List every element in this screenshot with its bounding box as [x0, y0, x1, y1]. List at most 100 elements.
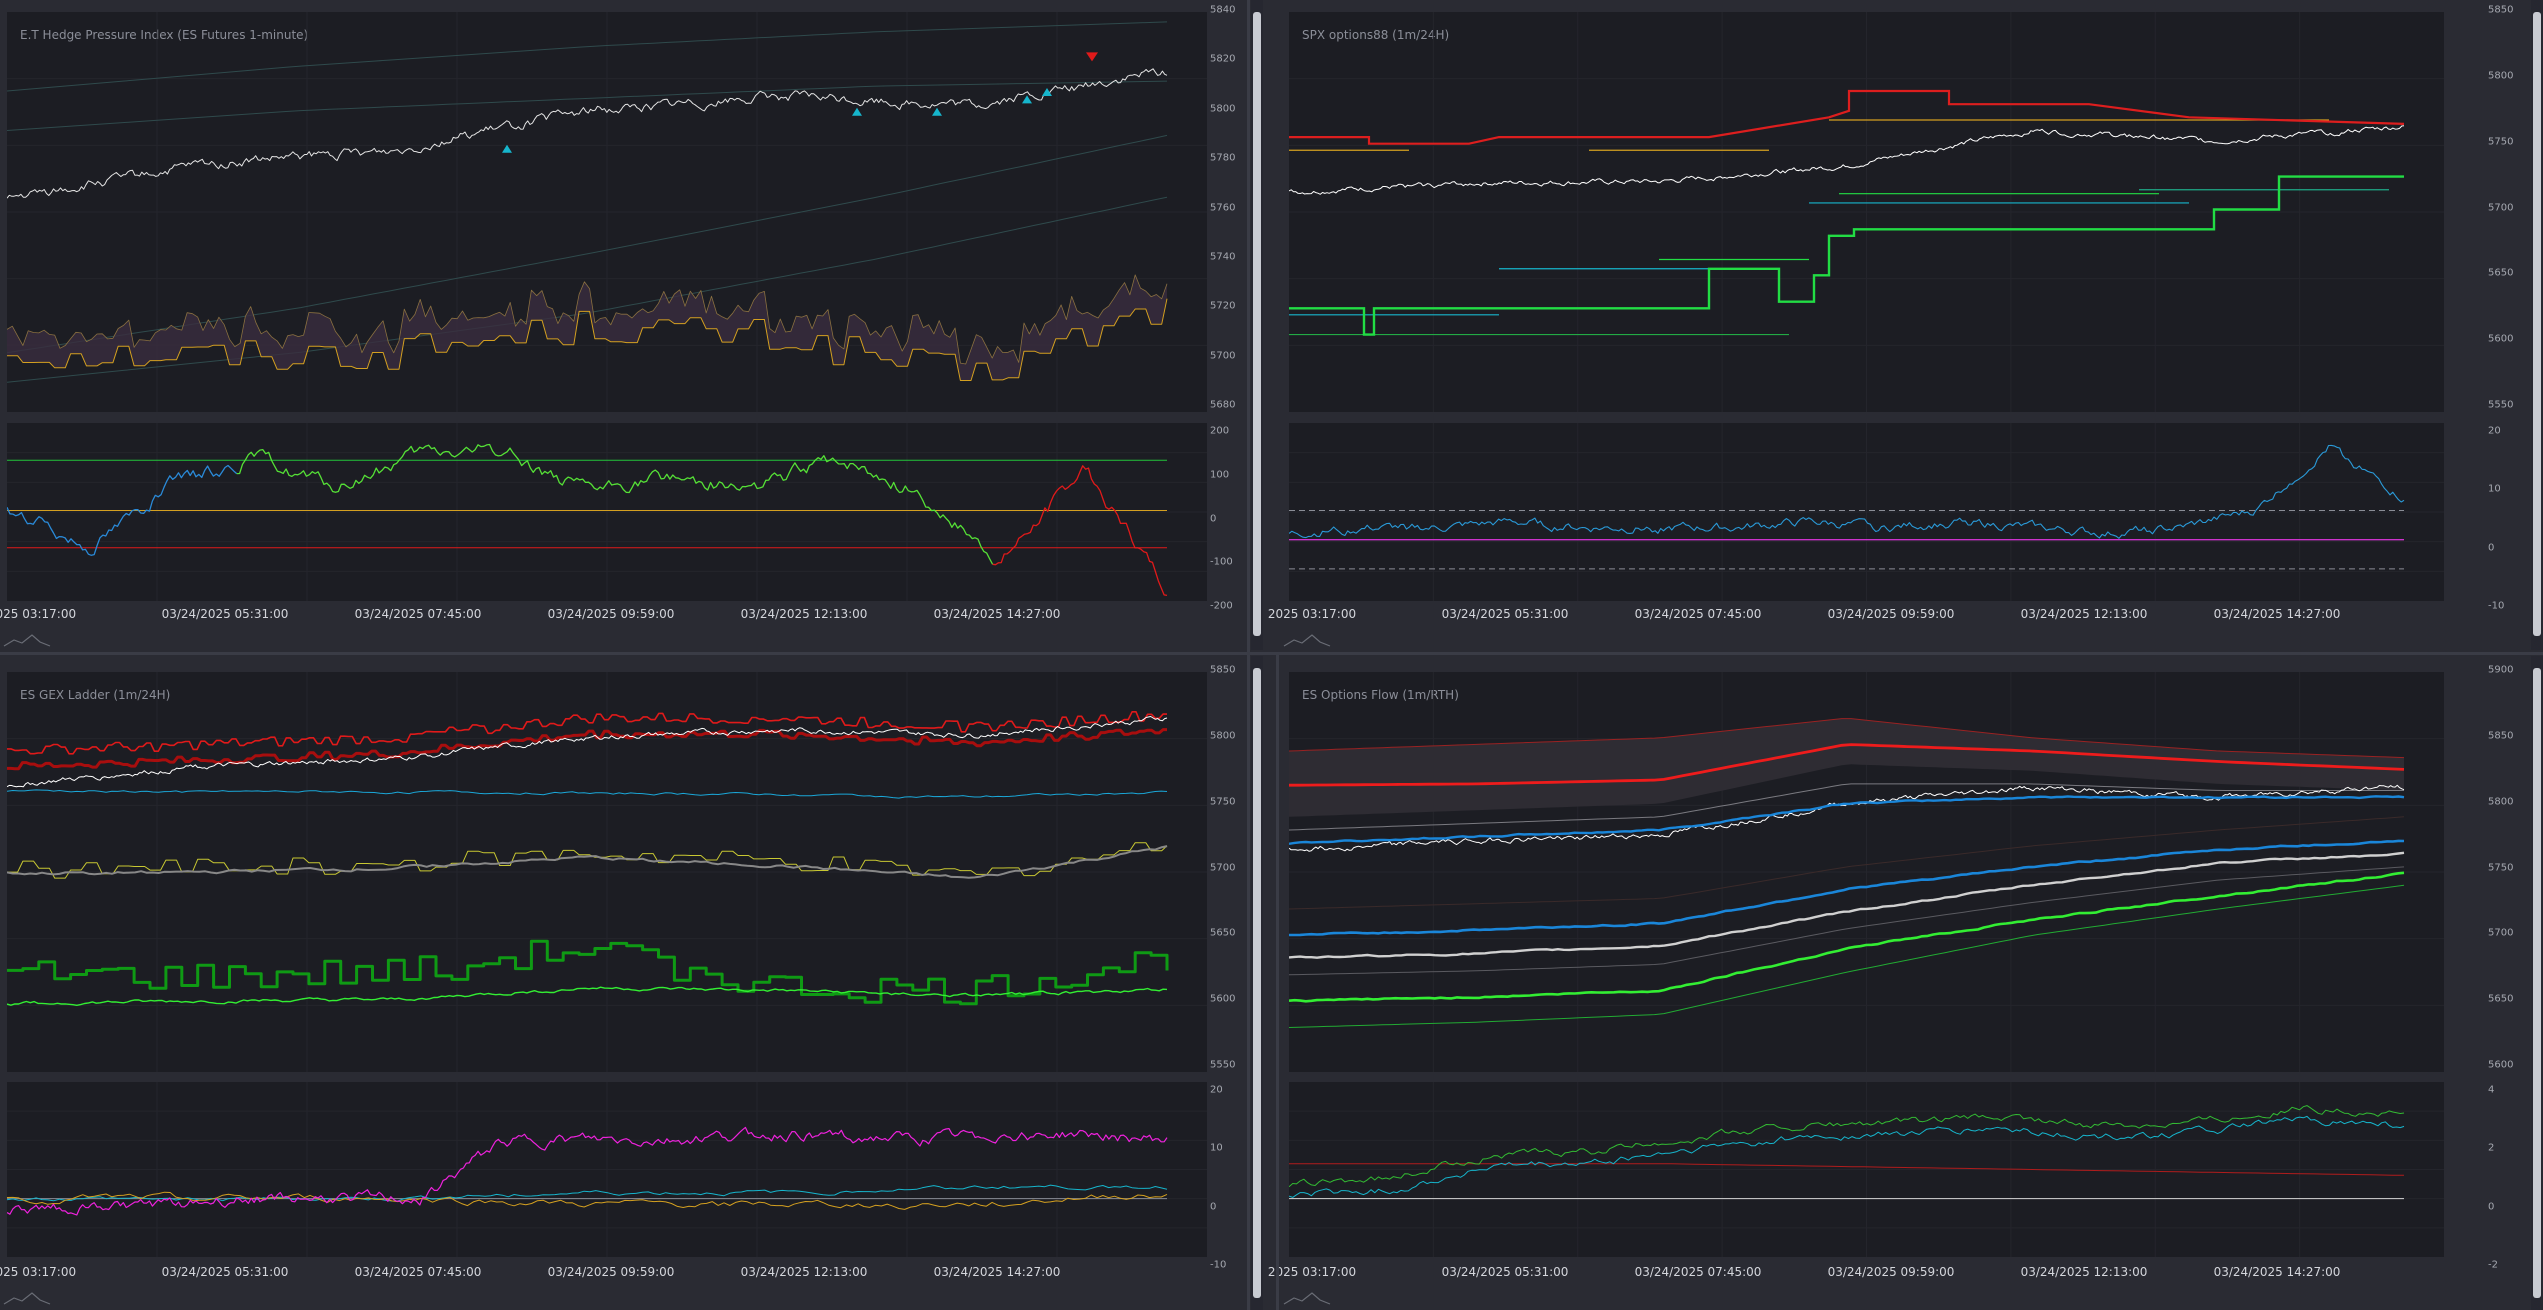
x-tick-label: 03/24/2025 07:45:00	[354, 607, 482, 621]
y-tick-label: -200	[1210, 600, 1233, 612]
y-tick-label: 5600	[2488, 1059, 2514, 1071]
y-tick-label: 5800	[2488, 796, 2514, 808]
price-chart[interactable]	[1289, 672, 2444, 1072]
price-chart[interactable]	[1289, 12, 2444, 412]
vertical-divider-right[interactable]	[1276, 655, 1279, 1310]
oscillator-line	[1289, 1105, 2405, 1188]
sparkline-icon[interactable]	[1282, 1290, 1332, 1308]
series-line	[7, 845, 1168, 879]
buy-marker	[502, 144, 512, 153]
series-line	[1289, 175, 2404, 336]
scrollbar-thumb[interactable]	[2533, 12, 2541, 636]
y-axis: 5840 5820 5800 5780 5760 5740 5720 5700 5680 200 1…	[1210, 0, 1250, 640]
oscillator-line	[1289, 1115, 2405, 1198]
y-tick-label: 5550	[1210, 1059, 1236, 1071]
series-line	[7, 711, 1167, 755]
vertical-divider[interactable]	[1247, 0, 1250, 1310]
oscillator-chart[interactable]	[1289, 1082, 2444, 1257]
x-tick-label: 03/24/2025 14:27:00	[2213, 1265, 2341, 1279]
panel-title: E.T Hedge Pressure Index (ES Futures 1-m…	[20, 28, 309, 42]
price-chart[interactable]	[7, 672, 1207, 1072]
y-axis: 5900 5850 5800 5750 5700 5650 5600 4 2 0 -2	[2488, 0, 2533, 1300]
scrollbar-thumb[interactable]	[1253, 12, 1261, 636]
x-tick-label: 03/24/2025 09:59:00	[1827, 1265, 1955, 1279]
panel-gex-ladder[interactable]: ES GEX Ladder (1m/24H)	[7, 672, 1207, 1072]
x-tick-label: 03/24/2025 12:13:00	[740, 607, 868, 621]
y-tick-label: 2	[2488, 1142, 2495, 1154]
oscillator-chart[interactable]	[7, 1082, 1207, 1257]
oscillator-line	[7, 464, 238, 556]
buy-marker	[1022, 95, 1032, 104]
x-tick-label: 03/24/2025 09:59:00	[1827, 607, 1955, 621]
y-tick-label: 10	[1210, 1142, 1223, 1154]
y-tick-label: 5850	[2488, 4, 2514, 16]
scrollbar[interactable]	[1251, 656, 1263, 1310]
y-tick-label: 5550	[2488, 399, 2514, 411]
panel-options-flow[interactable]: ES Options Flow (1m/RTH)	[1289, 672, 2444, 1072]
y-tick-label: 0	[2488, 542, 2495, 554]
price-chart[interactable]	[7, 12, 1207, 412]
sparkline-icon[interactable]	[2, 632, 52, 650]
y-tick-label: 5760	[1210, 202, 1236, 213]
x-tick-label: 03/24/2025 07:45:00	[1634, 1265, 1762, 1279]
y-tick-label: -2	[2488, 1259, 2498, 1271]
y-tick-label: 5700	[1210, 350, 1236, 362]
x-tick-label: 2025 03:17:00	[1267, 607, 1357, 621]
panel-spx-options-sub[interactable]	[1289, 423, 2444, 601]
series-line	[1289, 743, 2405, 787]
y-tick-label: 0	[2488, 1201, 2495, 1213]
series-line	[7, 789, 1168, 799]
oscillator-chart[interactable]	[1289, 423, 2444, 601]
x-tick-label: 03/24/2025 07:45:00	[354, 1265, 482, 1279]
x-tick-label: 03/24/2025 14:27:00	[2213, 607, 2341, 621]
sparkline-icon[interactable]	[2, 1290, 52, 1308]
x-tick-label: 03/24/2025 09:59:00	[547, 1265, 675, 1279]
y-tick-label: 5750	[1210, 796, 1236, 808]
buy-marker	[932, 107, 942, 116]
series-line	[7, 298, 1168, 381]
series-line	[1289, 839, 2405, 937]
y-tick-label: 5650	[1210, 927, 1236, 939]
y-tick-label: 5680	[1210, 399, 1236, 411]
y-tick-label: 20	[2488, 425, 2501, 437]
y-axis: 5850 5800 5750 5700 5650 5600 5550 20 10 0 -10	[2488, 0, 2533, 640]
horizontal-divider[interactable]	[0, 652, 2543, 655]
panel-title: SPX options88 (1m/24H)	[1302, 28, 1450, 42]
y-tick-label: 5750	[2488, 136, 2514, 148]
y-tick-label: 10	[2488, 483, 2501, 495]
y-tick-label: 5800	[2488, 70, 2514, 82]
x-tick-label: 03/24/2025 12:13:00	[2020, 1265, 2148, 1279]
series-line	[7, 939, 1169, 1006]
y-tick-label: 5820	[1210, 53, 1236, 65]
band-line	[1289, 816, 2405, 910]
panel-spx-options[interactable]: SPX options88 (1m/24H)	[1289, 12, 2444, 412]
oscillator-chart[interactable]	[7, 423, 1207, 601]
band-line	[1289, 884, 2405, 1028]
panel-hedge-pressure[interactable]: E.T Hedge Pressure Index (ES Futures 1-m…	[7, 12, 1207, 412]
y-tick-label: 5720	[1210, 300, 1236, 312]
x-tick-label: 03/24/2025 14:27:00	[933, 1265, 1061, 1279]
price-line	[7, 68, 1168, 199]
band-line	[1289, 718, 2405, 759]
band-line	[1289, 866, 2405, 976]
series-line	[1289, 795, 2405, 845]
panel-options-flow-sub[interactable]	[1289, 1082, 2444, 1257]
scrollbar[interactable]	[1251, 0, 1263, 650]
band-area	[1289, 718, 2404, 817]
x-tick-label: 03/24/2025 05:31:00	[1441, 1265, 1569, 1279]
scrollbar[interactable]	[2531, 0, 2543, 650]
y-tick-label: 5700	[1210, 862, 1236, 873]
scrollbar-thumb[interactable]	[2533, 668, 2541, 1298]
series-line	[7, 274, 1168, 365]
scrollbar[interactable]	[2531, 656, 2543, 1310]
scrollbar-thumb[interactable]	[1253, 668, 1261, 1298]
sparkline-icon[interactable]	[1282, 632, 1332, 650]
y-tick-label: -10	[1210, 1259, 1227, 1271]
sell-marker	[1086, 52, 1098, 62]
panel-gex-ladder-sub[interactable]	[7, 1082, 1207, 1257]
oscillator-line	[1289, 444, 2405, 539]
series-line	[7, 986, 1168, 1006]
panel-hedge-pressure-sub[interactable]	[7, 423, 1207, 601]
channel-line	[7, 21, 1168, 92]
